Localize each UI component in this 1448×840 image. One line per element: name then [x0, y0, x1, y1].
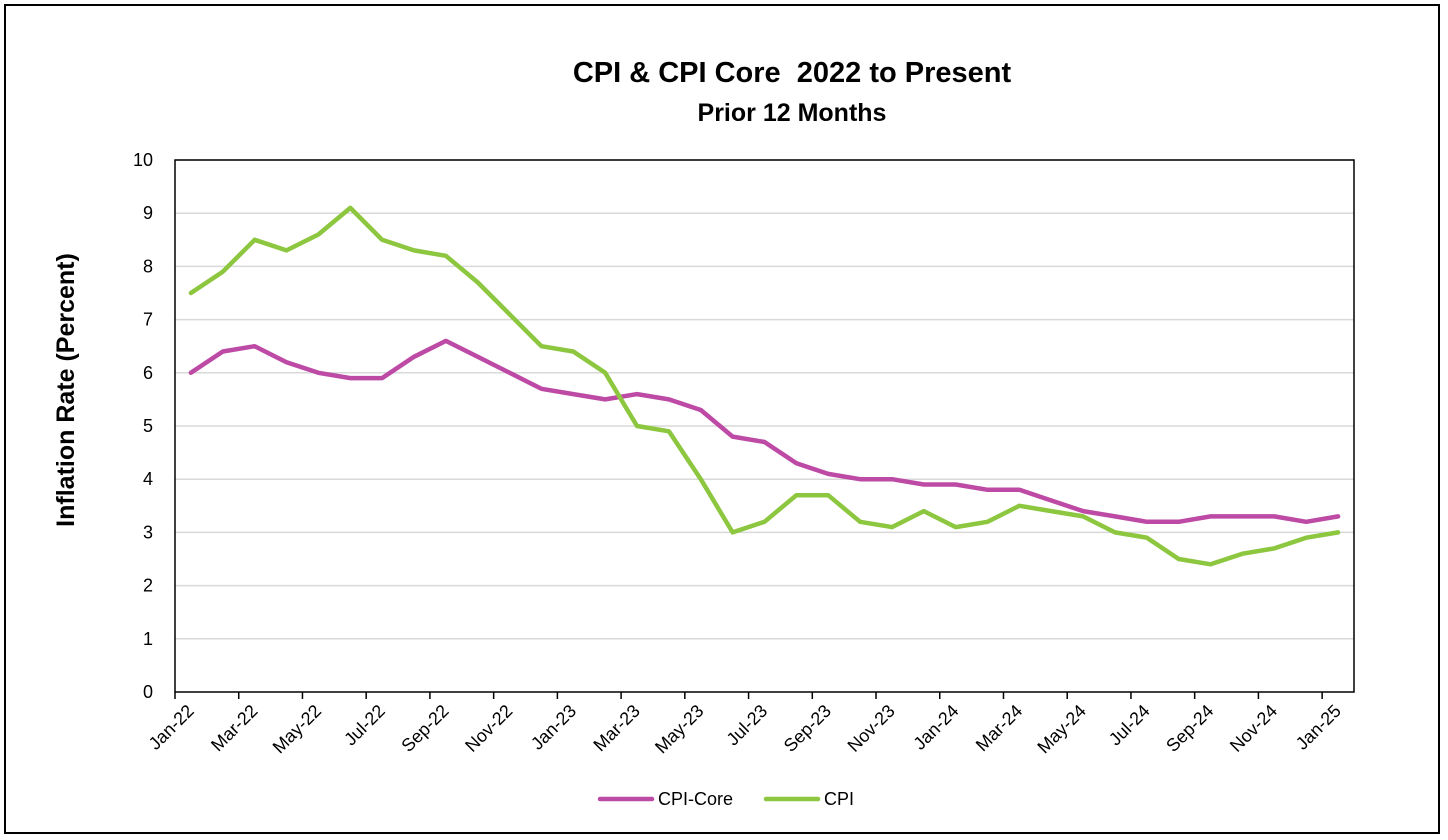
x-tick-label-Jan-25: Jan-25 [1292, 701, 1345, 754]
x-tick-label-Sep-23: Sep-23 [780, 701, 835, 756]
y-tick-label-0: 0 [143, 682, 153, 702]
x-tick-label-Nov-24: Nov-24 [1226, 701, 1281, 756]
y-tick-label-7: 7 [143, 310, 153, 330]
y-tick-label-4: 4 [143, 469, 153, 489]
x-tick-label-Nov-23: Nov-23 [844, 701, 899, 756]
legend-label-cpi: CPI [824, 789, 854, 809]
axes [174, 159, 1355, 699]
chart-subtitle: Prior 12 Months [698, 99, 887, 127]
x-tick-label-Mar-22: Mar-22 [207, 701, 261, 755]
y-tick-label-2: 2 [143, 576, 153, 596]
x-tick-label-May-24: May-24 [1033, 701, 1090, 758]
x-tick-label-Jul-24: Jul-24 [1105, 701, 1154, 750]
y-tick-label-6: 6 [143, 363, 153, 383]
x-tick-label-Mar-24: Mar-24 [972, 701, 1026, 755]
x-tick-label-Nov-22: Nov-22 [461, 701, 516, 756]
x-tick-label-Mar-23: Mar-23 [589, 701, 643, 755]
series-line-cpi [188, 205, 1341, 567]
x-tick-label-Jul-23: Jul-23 [723, 701, 772, 750]
y-tick-label-10: 10 [133, 150, 153, 170]
x-tick-label-Jul-22: Jul-22 [340, 701, 389, 750]
x-tick-label-Sep-24: Sep-24 [1162, 701, 1217, 756]
gridlines [175, 159, 1354, 640]
x-tick-label-Jan-24: Jan-24 [909, 701, 962, 754]
chart-frame [4, 4, 1440, 834]
y-tick-labels: 0 1 2 3 4 5 6 7 8 9 10 [133, 150, 153, 702]
legend-label-cpi-core: CPI-Core [658, 789, 733, 809]
series-lines [188, 205, 1341, 567]
y-tick-label-3: 3 [143, 522, 153, 542]
x-tick-label-Jan-22: Jan-22 [145, 701, 198, 754]
chart-title: CPI & CPI Core 2022 to Present [573, 57, 1012, 89]
y-tick-label-1: 1 [143, 629, 153, 649]
x-tick-label-May-22: May-22 [269, 701, 326, 758]
legend: CPI-Core CPI [597, 789, 854, 809]
y-tick-label-5: 5 [143, 416, 153, 436]
y-tick-label-8: 8 [143, 256, 153, 276]
x-tick-labels: Jan-22 Mar-22 May-22 Jul-22 Sep-22 Nov-22 Jan-… [145, 701, 1345, 758]
x-tick-label-Jan-23: Jan-23 [527, 701, 580, 754]
series-line-cpi-core [188, 338, 1341, 525]
y-axis-title: Inflation Rate (Percent) [52, 253, 80, 527]
x-tick-label-Sep-22: Sep-22 [397, 701, 452, 756]
plot-area-border [174, 159, 1355, 693]
y-tick-label-9: 9 [143, 203, 153, 223]
x-tick-label-May-23: May-23 [651, 701, 708, 758]
